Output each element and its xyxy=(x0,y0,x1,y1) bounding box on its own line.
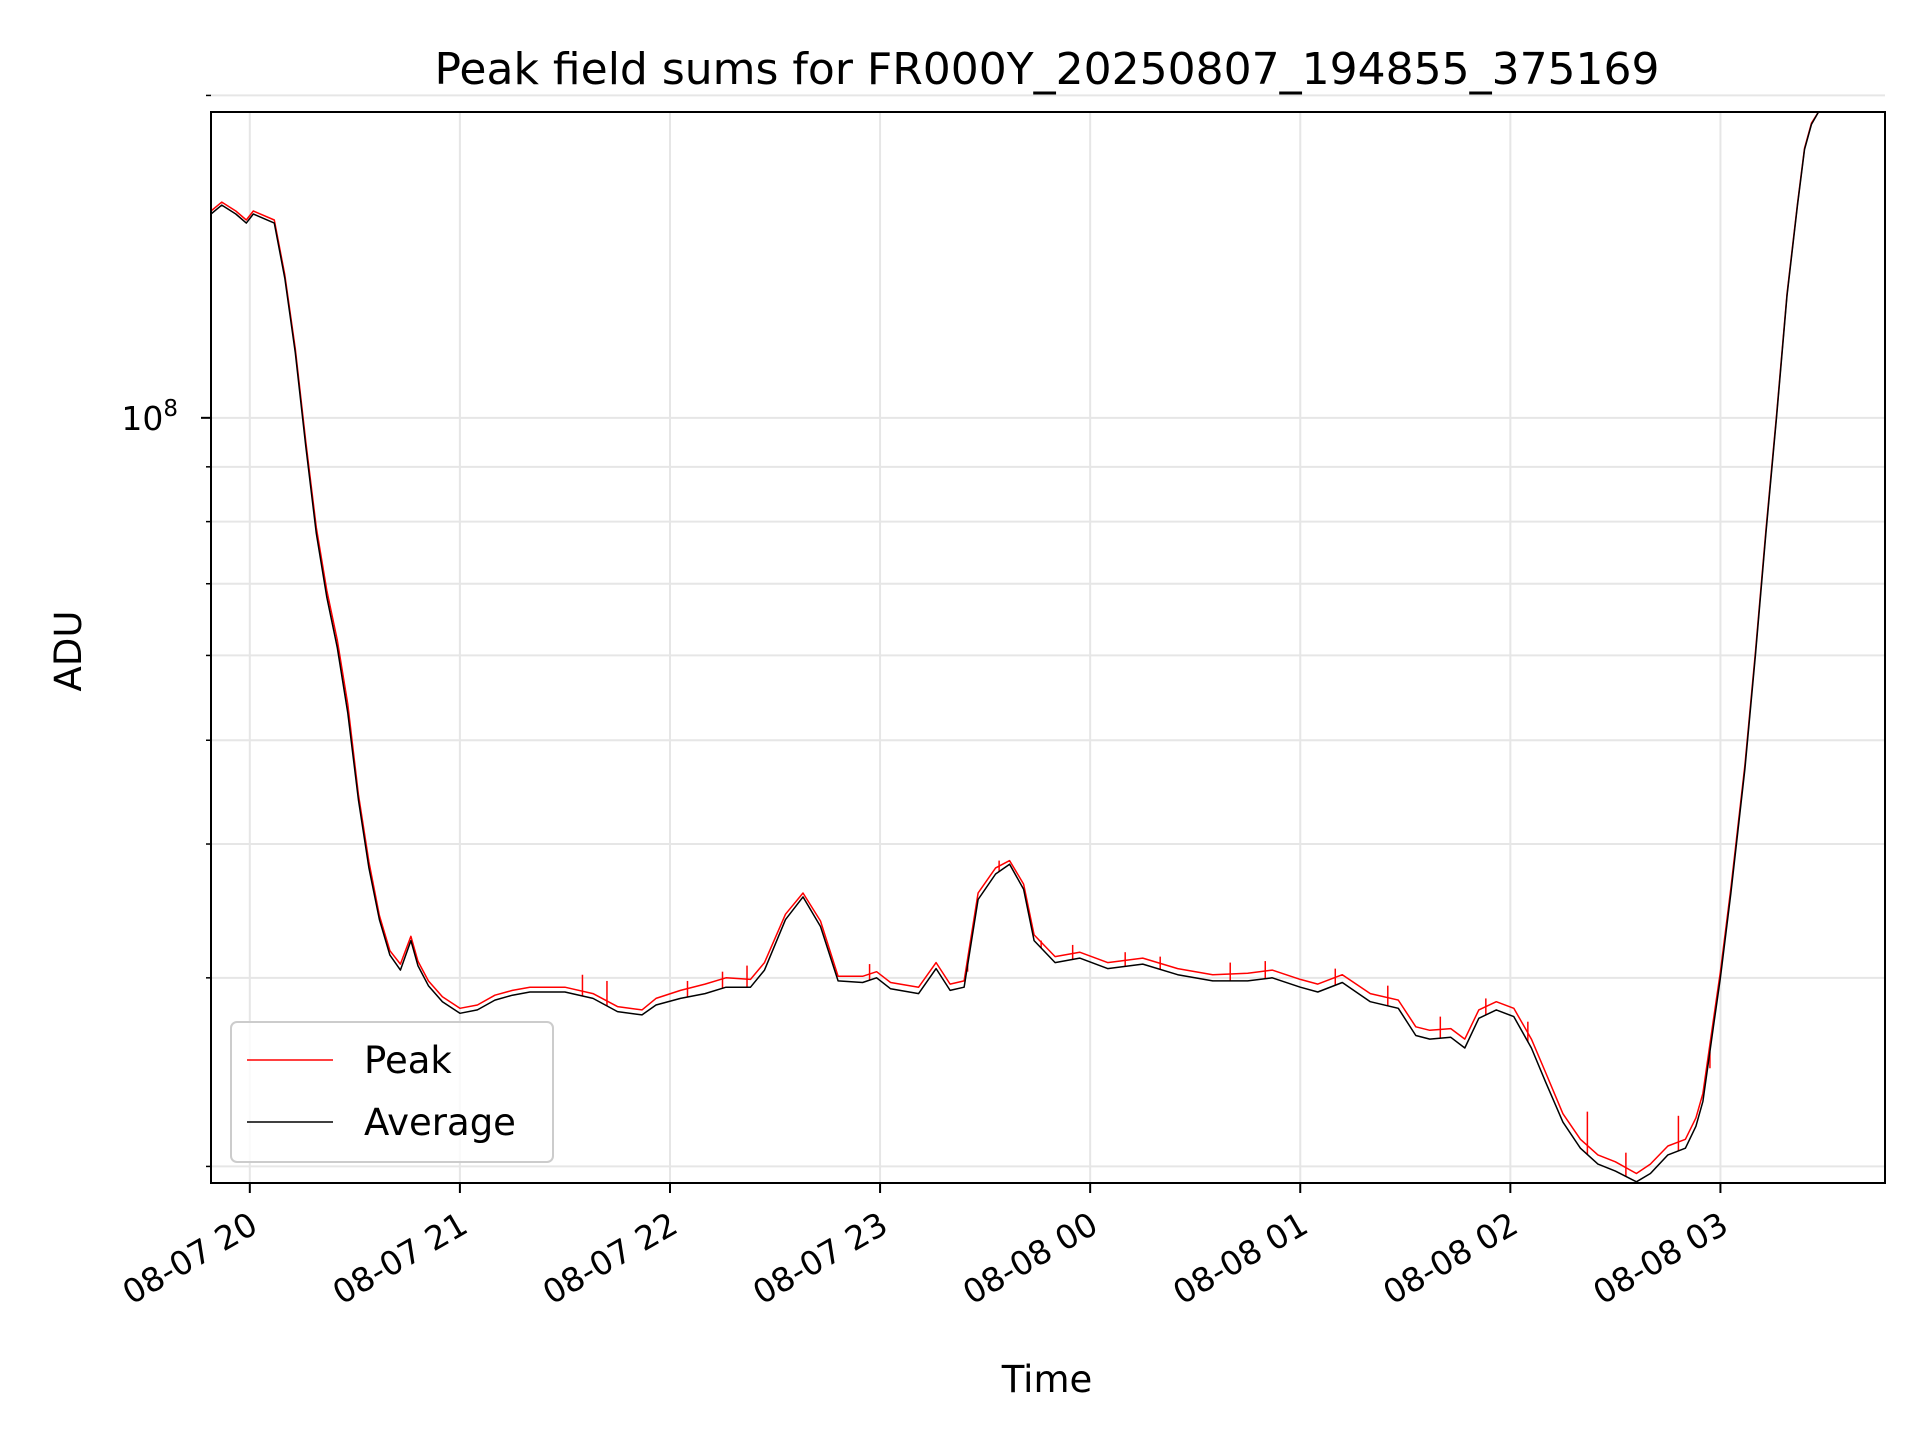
grid xyxy=(211,94,1885,1183)
plot-area xyxy=(211,112,1820,1183)
series-line-peak xyxy=(211,112,1820,1175)
y-axis-label: ADU xyxy=(47,611,90,692)
legend-label-peak: Peak xyxy=(364,1039,452,1082)
x-axis-label: Time xyxy=(1001,1358,1093,1401)
plot-frame xyxy=(210,111,1886,1184)
series-layer xyxy=(211,112,1820,1183)
legend: Peak Average xyxy=(230,1021,554,1163)
legend-box xyxy=(230,1021,554,1163)
chart-title: Peak field sums for FR000Y_20250807_1948… xyxy=(434,44,1659,95)
legend-label-average: Average xyxy=(364,1101,516,1144)
series-line-average xyxy=(211,112,1820,1183)
